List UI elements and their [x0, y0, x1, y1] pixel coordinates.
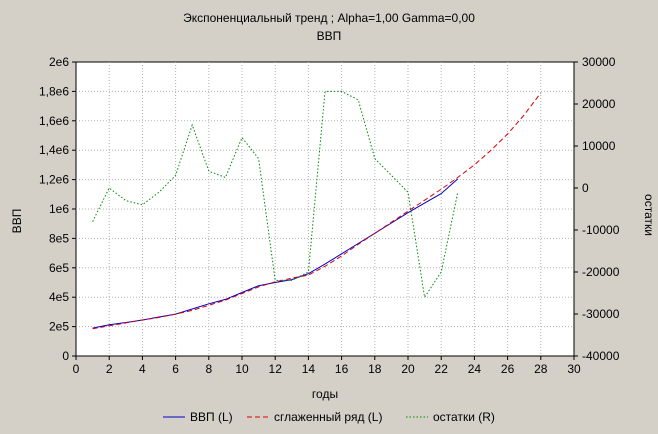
y-right-tick-label: 10000 — [582, 139, 616, 153]
y-axis-right-label: остатки — [642, 194, 656, 236]
y-right-tick-label: -10000 — [582, 223, 620, 237]
x-tick-label: 18 — [368, 362, 382, 376]
x-tick-label: 14 — [302, 362, 316, 376]
y-right-tick-label: -30000 — [582, 307, 620, 321]
legend-label-2: сглаженный ряд (L) — [274, 410, 382, 424]
y-right-tick-label: -20000 — [582, 265, 620, 279]
x-tick-label: 16 — [335, 362, 349, 376]
chart-title: Экспоненциальный тренд ; Alpha=1,00 Gamm… — [183, 11, 475, 25]
x-tick-label: 28 — [534, 362, 548, 376]
series-line-3 — [92, 90, 459, 299]
axes: 0 2 4 6 8 10 12 14 16 18 20 22 24 26 28 3002e54e56e58e5… — [39, 55, 620, 376]
x-tick-label: 24 — [468, 362, 482, 376]
x-tick-label: 2 — [106, 362, 113, 376]
y-right-tick-label: 30000 — [582, 55, 616, 69]
x-tick-label: 6 — [172, 362, 179, 376]
y-right-tick-label: 0 — [582, 181, 589, 195]
grid — [76, 62, 574, 356]
y-left-tick-label: 8e5 — [49, 231, 69, 245]
y-axis-left-label: ВВП — [10, 209, 24, 234]
y-left-tick-label: 1,8e6 — [39, 84, 69, 98]
legend-label-3: остатки (R) — [433, 410, 495, 424]
x-tick-label: 4 — [139, 362, 146, 376]
x-tick-label: 20 — [401, 362, 415, 376]
y-left-tick-label: 4e5 — [49, 290, 69, 304]
x-tick-label: 10 — [235, 362, 249, 376]
x-tick-label: 26 — [501, 362, 515, 376]
x-tick-label: 30 — [567, 362, 581, 376]
legend-label-1: ВВП (L) — [190, 410, 233, 424]
series-layer — [92, 90, 542, 330]
chart-subtitle: ВВП — [317, 29, 342, 43]
legend: ВВП (L) сглаженный ряд (L) остатки (R) — [163, 410, 495, 424]
x-tick-label: 22 — [435, 362, 449, 376]
x-tick-label: 8 — [205, 362, 212, 376]
y-right-tick-label: 20000 — [582, 97, 616, 111]
y-right-tick-label: -40000 — [582, 349, 620, 363]
y-left-tick-label: 1,2e6 — [39, 173, 69, 187]
y-left-tick-label: 1,4e6 — [39, 143, 69, 157]
series-line-1 — [92, 178, 459, 329]
x-tick-label: 12 — [269, 362, 283, 376]
y-left-tick-label: 1e6 — [49, 202, 69, 216]
y-left-tick-label: 1,6e6 — [39, 114, 69, 128]
y-left-tick-label: 2e6 — [49, 55, 69, 69]
y-left-tick-label: 6e5 — [49, 261, 69, 275]
y-left-tick-label: 2e5 — [49, 320, 69, 334]
x-tick-label: 0 — [73, 362, 80, 376]
x-axis-label: годы — [312, 387, 338, 401]
y-left-tick-label: 0 — [62, 349, 69, 363]
series-line-2 — [92, 92, 542, 330]
